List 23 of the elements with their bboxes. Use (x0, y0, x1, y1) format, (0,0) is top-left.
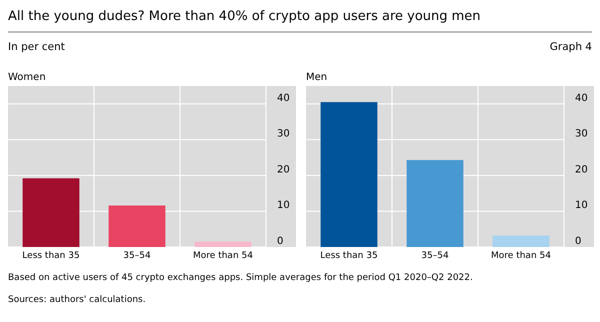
y-tick-label: 30 (575, 128, 588, 140)
source-note: Sources: authors' calculations. (8, 295, 146, 305)
x-tick-label: 35–54 (123, 251, 151, 262)
x-tick-label: 35–54 (421, 251, 449, 262)
y-tick-label: 20 (277, 164, 290, 176)
y-tick-label: 20 (575, 164, 588, 176)
y-tick-label: 30 (277, 128, 290, 140)
chart-title: Women (8, 72, 46, 83)
y-tick-label: 0 (575, 236, 582, 247)
y-tick-label: 40 (277, 92, 290, 104)
x-tick-label: Less than 35 (22, 251, 80, 262)
caption: Graph 4 (550, 41, 592, 53)
x-tick-label: More than 54 (491, 251, 552, 262)
x-tick-label: More than 54 (193, 251, 254, 262)
chart-title: Men (306, 72, 328, 83)
text: All the young dudes? More than 40% of crypto app users are young men (8, 9, 481, 24)
text: In per cent (8, 41, 65, 53)
y-tick-label: 0 (277, 236, 284, 247)
y-tick-label: 40 (575, 92, 588, 104)
x-tick-label: Less than 35 (320, 251, 378, 262)
y-tick-label: 10 (575, 200, 588, 212)
text: Based on active users of 45 crypto exchanges apps. Simple averages for the period Q1 2020–Q2 2022. (8, 273, 473, 283)
y-tick-label: 10 (277, 200, 290, 212)
